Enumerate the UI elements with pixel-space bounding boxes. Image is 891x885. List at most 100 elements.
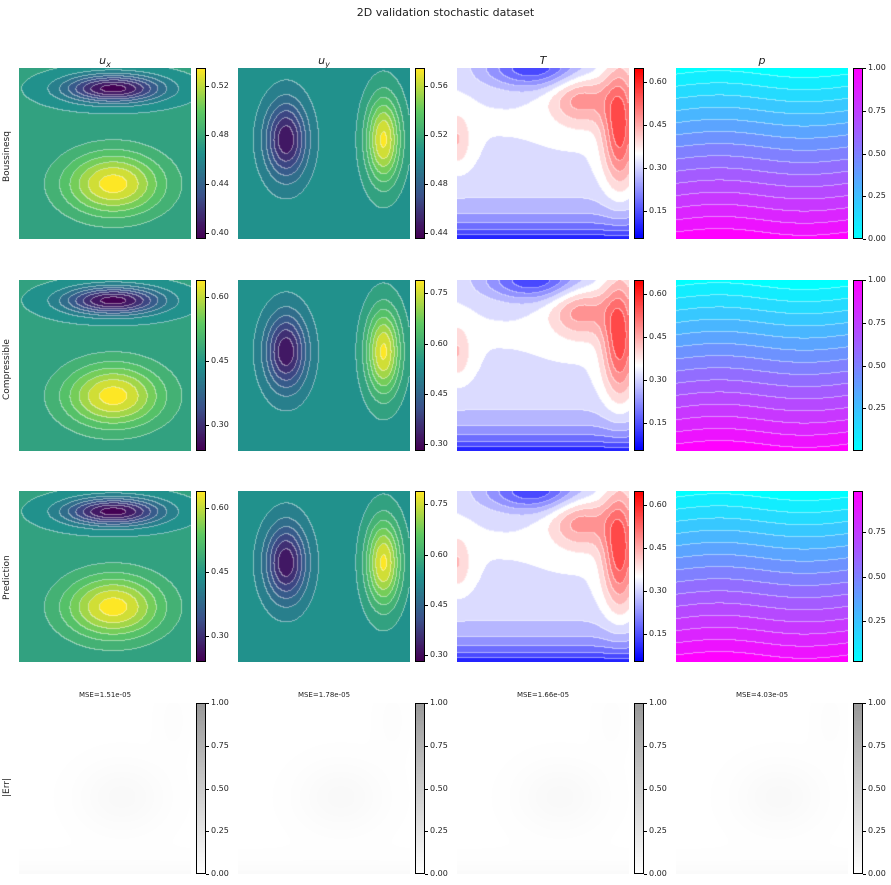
- colorbar-tick-label: 1.00: [649, 698, 667, 707]
- colorbar-tickmark: [863, 153, 866, 155]
- colorbar-tickmark: [863, 68, 866, 69]
- colorbar-boussinesq-t: [634, 68, 644, 239]
- colorbar-tickmark: [644, 703, 647, 704]
- colorbar-tick-label: 0.44: [211, 179, 229, 189]
- colorbar-err-uy: [415, 703, 425, 874]
- colorbar-tickmark: [644, 505, 647, 507]
- colorbar-tickmark: [206, 788, 209, 790]
- colorbar-tick-label: 0.60: [430, 549, 448, 559]
- colorbar-tick-label: 1.00: [430, 698, 448, 707]
- colorbar-tickmark: [863, 745, 866, 747]
- colorbar-tick-label: 0.48: [211, 130, 229, 140]
- heatmap-compressible-ux: [19, 280, 191, 451]
- colorbar-tick-label: 0.25: [868, 191, 886, 201]
- colorbar-tickmark: [206, 184, 209, 186]
- colorbar-tickmark: [425, 605, 428, 606]
- column-title-ux: ux: [99, 54, 111, 70]
- mse-label-uy: MSE=1.78e-05: [297, 691, 351, 699]
- colorbar-boussinesq-uy: [415, 68, 425, 239]
- colorbar-compressible-ux: [196, 280, 206, 451]
- colorbar-tickmark: [206, 703, 209, 704]
- colorbar-err-ux: [196, 703, 206, 874]
- row-label-prediction: Prediction: [2, 555, 12, 600]
- heatmap-prediction-uy: [238, 491, 410, 662]
- colorbar-err-t: [634, 703, 644, 874]
- colorbar-prediction-ux: [196, 491, 206, 662]
- colorbar-compressible-t: [634, 280, 644, 451]
- colorbar-tickmark: [644, 548, 647, 549]
- colorbar-tick-label: 0.30: [430, 439, 448, 449]
- colorbar-tick-label: 0.00: [868, 234, 886, 243]
- colorbar-boussinesq-p: [853, 68, 863, 239]
- row-label-compressible: Compressible: [2, 339, 12, 400]
- colorbar-tickmark: [206, 572, 209, 574]
- colorbar-tickmark: [644, 874, 647, 875]
- colorbar-tick-label: 0.75: [430, 740, 448, 750]
- heatmap-err-ux: [19, 703, 191, 874]
- colorbar-tickmark: [425, 874, 428, 875]
- heatmap-boussinesq-uy: [238, 68, 410, 239]
- colorbar-compressible-p: [853, 280, 863, 451]
- colorbar-tick-label: 0.52: [211, 81, 229, 91]
- figure-title: 2D validation stochastic dataset: [356, 6, 535, 19]
- colorbar-tick-label: 0.25: [211, 826, 229, 836]
- heatmap-prediction-t: [457, 491, 629, 662]
- colorbar-tickmark: [206, 232, 209, 234]
- colorbar-tick-label: 0.30: [649, 585, 667, 595]
- colorbar-tick-label: 0.75: [430, 499, 448, 509]
- colorbar-tick-label: 0.00: [430, 869, 448, 878]
- colorbar-tick-label: 0.75: [868, 740, 886, 750]
- colorbar-tick-label: 0.30: [211, 631, 229, 641]
- colorbar-tick-label: 0.75: [868, 526, 886, 536]
- colorbar-tickmark: [206, 636, 209, 638]
- colorbar-tick-label: 0.75: [868, 105, 886, 115]
- colorbar-tickmark: [644, 294, 647, 296]
- colorbar-tick-label: 0.30: [430, 650, 448, 660]
- heatmap-compressible-uy: [238, 280, 410, 451]
- colorbar-tickmark: [863, 621, 866, 623]
- colorbar-tick-label: 0.60: [649, 500, 667, 510]
- colorbar-tickmark: [425, 554, 428, 556]
- colorbar-tickmark: [863, 280, 866, 281]
- colorbar-tick-label: 0.75: [430, 288, 448, 298]
- colorbar-tick-label: 0.60: [430, 338, 448, 348]
- colorbar-prediction-uy: [415, 491, 425, 662]
- colorbar-tick-label: 0.50: [430, 783, 448, 793]
- colorbar-tickmark: [425, 655, 428, 657]
- colorbar-tick-label: 1.00: [868, 698, 886, 707]
- column-title-uy: uy: [318, 54, 330, 70]
- colorbar-tickmark: [644, 590, 647, 592]
- colorbar-tick-label: 0.45: [211, 356, 229, 366]
- colorbar-tick-label: 0.50: [868, 360, 886, 370]
- colorbar-tick-label: 0.15: [649, 417, 667, 427]
- column-title-p: p: [758, 54, 766, 67]
- colorbar-tickmark: [425, 232, 428, 234]
- colorbar-tickmark: [425, 788, 428, 790]
- colorbar-tick-label: 0.50: [868, 148, 886, 158]
- colorbar-tickmark: [863, 365, 866, 367]
- colorbar-tickmark: [863, 322, 866, 324]
- colorbar-compressible-uy: [415, 280, 425, 451]
- colorbar-tick-label: 0.50: [649, 783, 667, 793]
- heatmap-boussinesq-p: [676, 68, 848, 239]
- colorbar-tickmark: [644, 633, 647, 635]
- colorbar-tickmark: [425, 86, 428, 88]
- colorbar-tickmark: [206, 86, 209, 88]
- colorbar-tick-label: 0.15: [649, 628, 667, 638]
- colorbar-tickmark: [425, 293, 428, 295]
- mse-label-ux: MSE=1.51e-05: [78, 691, 132, 699]
- colorbar-tick-label: 0.48: [430, 179, 448, 189]
- colorbar-tickmark: [206, 508, 209, 510]
- colorbar-tick-label: 0.75: [868, 317, 886, 327]
- colorbar-tickmark: [863, 874, 866, 875]
- colorbar-tickmark: [863, 831, 866, 833]
- colorbar-tick-label: 0.30: [211, 420, 229, 430]
- colorbar-tickmark: [425, 504, 428, 506]
- colorbar-tick-label: 0.00: [868, 869, 886, 878]
- colorbar-tick-label: 1.00: [868, 275, 886, 284]
- heatmap-err-uy: [238, 703, 410, 874]
- colorbar-tick-label: 1.00: [868, 63, 886, 72]
- colorbar-tickmark: [863, 408, 866, 410]
- colorbar-err-p: [853, 703, 863, 874]
